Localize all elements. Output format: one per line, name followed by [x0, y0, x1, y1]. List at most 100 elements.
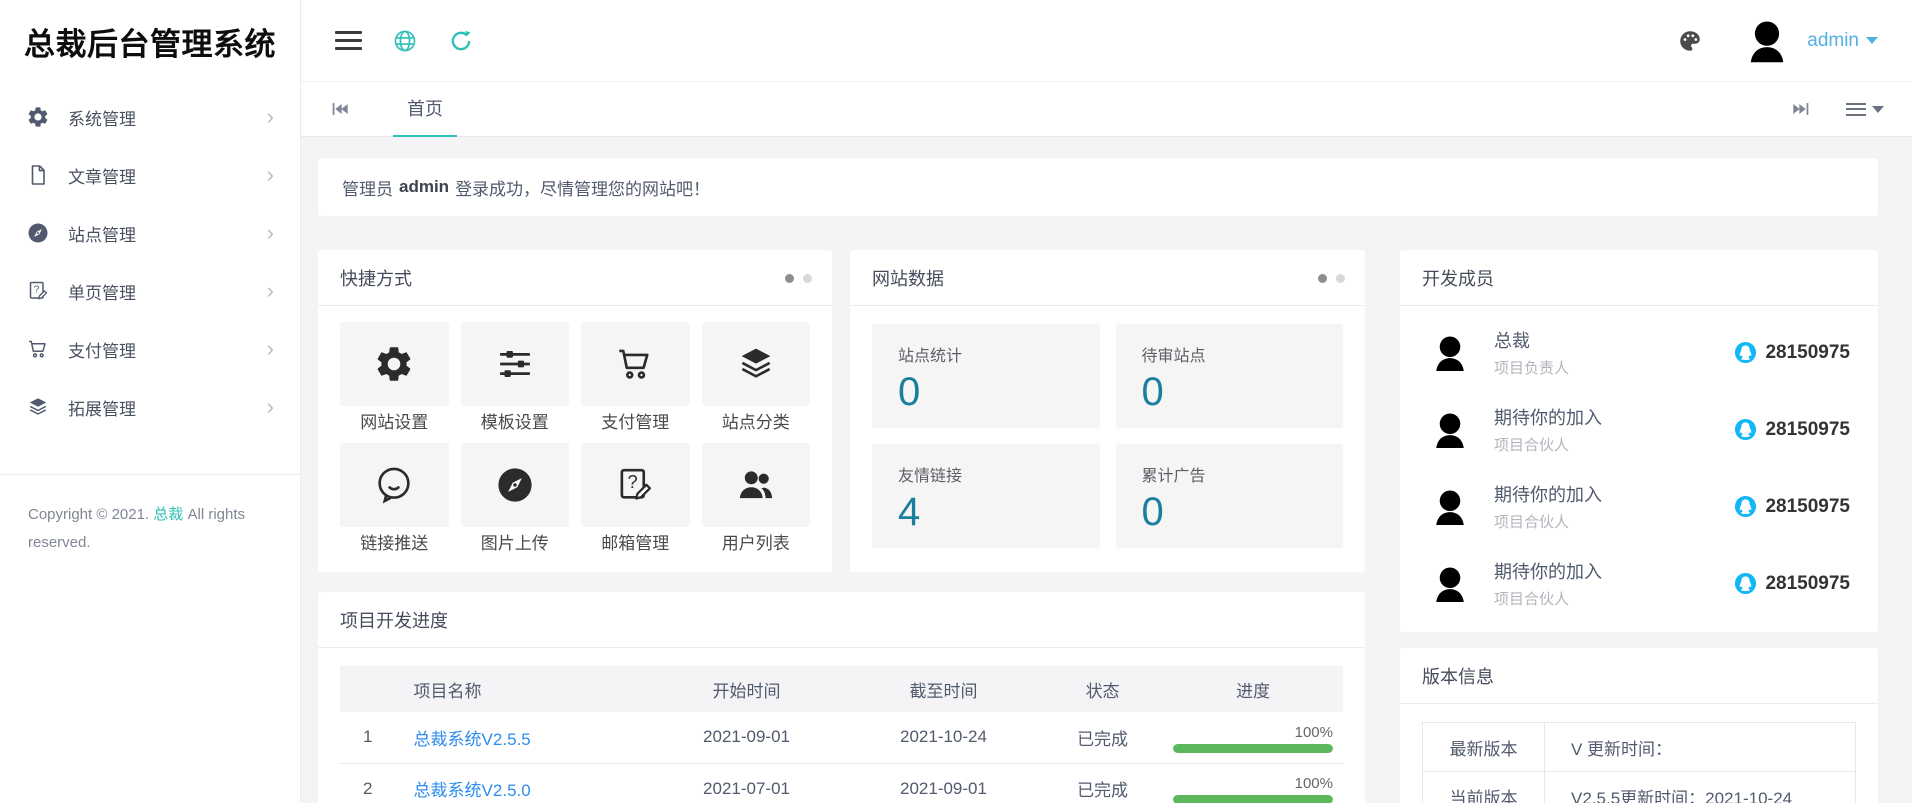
- content: 管理员 admin 登录成功，尽情管理您的网站吧！ 快捷方式: [301, 137, 1912, 803]
- users-icon: [735, 464, 777, 506]
- site-data-card: 网站数据 站点统计 0 待审站点: [850, 250, 1365, 572]
- gear-icon: [373, 343, 415, 385]
- copyright-brand-link[interactable]: 总裁: [153, 506, 184, 523]
- site-data-title: 网站数据: [872, 268, 944, 289]
- sidebar-item-label: 单页管理: [68, 283, 136, 303]
- status-badge: 已完成: [1041, 712, 1164, 764]
- table-row: 2 总裁系统V2.5.0 2021-07-01 2021-09-01 已完成 1…: [340, 763, 1343, 803]
- carousel-dot-active[interactable]: [785, 274, 794, 283]
- shortcut-template-settings[interactable]: 模板设置: [460, 322, 569, 435]
- globe-icon[interactable]: [392, 28, 418, 54]
- projects-table-header-row: 项目名称 开始时间 截至时间 状态 进度: [340, 666, 1343, 712]
- sidebar-toggle-icon[interactable]: [335, 26, 362, 56]
- qq-icon: [1734, 495, 1757, 518]
- sidebar-item-label: 文章管理: [68, 167, 136, 187]
- chat-smile-icon: [373, 464, 415, 506]
- sidebar-item-label: 站点管理: [68, 225, 136, 245]
- welcome-prefix: 管理员: [342, 179, 393, 199]
- tab-actions-dropdown[interactable]: [1846, 99, 1884, 119]
- members-header: 开发成员: [1400, 250, 1878, 306]
- qq-contact[interactable]: 28150975: [1734, 341, 1850, 364]
- shortcut-grid: 网站设置 模板设置 支付管理: [318, 306, 832, 572]
- user-dropdown[interactable]: admin: [1807, 30, 1878, 52]
- compass-icon: [26, 221, 50, 245]
- carousel-dots: [1318, 274, 1345, 283]
- sidebar-divider: [0, 474, 300, 475]
- tab-home[interactable]: 首页: [393, 82, 457, 137]
- stat-total-ads: 累计广告 0: [1115, 444, 1343, 548]
- shortcut-mail[interactable]: 邮箱管理: [581, 443, 690, 556]
- stat-site-count: 站点统计 0: [872, 324, 1100, 428]
- project-link[interactable]: 总裁系统V2.5.0: [413, 781, 531, 800]
- carousel-dot[interactable]: [803, 274, 812, 283]
- sidebar-menu: 系统管理 › 文章管理 › 站点管理 › 单页管理 › 支付管理 › 拓展管理 …: [0, 82, 300, 436]
- members-title: 开发成员: [1422, 268, 1494, 289]
- sidebar-item-singlepage[interactable]: 单页管理 ›: [0, 262, 300, 320]
- sidebar-item-label: 拓展管理: [68, 399, 136, 419]
- copyright-suffix: All rights reserved.: [28, 506, 246, 551]
- page-edit-icon: [26, 279, 50, 303]
- shortcut-user-list[interactable]: 用户列表: [701, 443, 810, 556]
- avatar: [1428, 331, 1472, 375]
- copyright-prefix: Copyright © 2021.: [28, 506, 150, 523]
- projects-title: 项目开发进度: [340, 610, 448, 631]
- sidebar-item-system[interactable]: 系统管理 ›: [0, 88, 300, 146]
- version-title: 版本信息: [1422, 666, 1494, 687]
- sidebar-item-site[interactable]: 站点管理 ›: [0, 204, 300, 262]
- caret-down-icon: [1872, 105, 1884, 113]
- sidebar-item-article[interactable]: 文章管理 ›: [0, 146, 300, 204]
- stat-pending-sites: 待审站点 0: [1115, 324, 1343, 428]
- version-header: 版本信息: [1400, 648, 1878, 704]
- scroll-tabs-left-icon[interactable]: [329, 98, 351, 120]
- project-link[interactable]: 总裁系统V2.5.5: [413, 729, 531, 749]
- sidebar-item-payment[interactable]: 支付管理 ›: [0, 320, 300, 378]
- shortcut-payment[interactable]: 支付管理: [581, 322, 690, 435]
- sidebar-item-extension[interactable]: 拓展管理 ›: [0, 378, 300, 436]
- sidebar-item-label: 系统管理: [68, 109, 136, 129]
- qq-contact[interactable]: 28150975: [1734, 572, 1850, 595]
- tabbar: 首页: [301, 82, 1912, 137]
- qq-contact[interactable]: 28150975: [1734, 495, 1850, 518]
- carousel-dot[interactable]: [1336, 274, 1345, 283]
- refresh-icon[interactable]: [448, 28, 474, 54]
- avatar: [1428, 485, 1472, 529]
- progress-bar: 100%: [1173, 720, 1333, 755]
- cart-icon: [26, 337, 50, 361]
- shortcut-site-category[interactable]: 站点分类: [701, 322, 810, 435]
- qq-icon: [1734, 341, 1757, 364]
- qq-contact[interactable]: 28150975: [1734, 418, 1850, 441]
- chevron-right-icon: ›: [266, 220, 274, 245]
- avatar: [1428, 562, 1472, 606]
- layers-icon: [26, 395, 50, 419]
- shortcut-link-push[interactable]: 链接推送: [340, 443, 449, 556]
- tab-home-label: 首页: [407, 99, 443, 119]
- theme-palette-icon[interactable]: [1677, 28, 1703, 54]
- shortcut-site-settings[interactable]: 网站设置: [340, 322, 449, 435]
- progress-bar: 100%: [1173, 771, 1333, 803]
- status-badge: 已完成: [1041, 763, 1164, 803]
- qq-icon: [1734, 418, 1757, 441]
- list-item: 期待你的加入 项目合伙人 28150975: [1428, 468, 1850, 545]
- compass-icon: [494, 464, 536, 506]
- members-card: 开发成员 总裁 项目负责人 28150975: [1400, 250, 1878, 632]
- username: admin: [1807, 29, 1859, 51]
- chevron-right-icon: ›: [266, 336, 274, 361]
- avatar[interactable]: [1741, 15, 1793, 67]
- projects-card: 项目开发进度 项目名称 开始时间 截至时间 状态: [318, 592, 1365, 803]
- cart-icon: [614, 343, 656, 385]
- shortcuts-header: 快捷方式: [318, 250, 832, 306]
- chevron-right-icon: ›: [266, 394, 274, 419]
- list-item: 总裁 项目负责人 28150975: [1428, 314, 1850, 391]
- shortcuts-card: 快捷方式 网站设置: [318, 250, 832, 572]
- site-data-header: 网站数据: [850, 250, 1365, 306]
- chevron-right-icon: ›: [266, 278, 274, 303]
- shortcut-image-upload[interactable]: 图片上传: [460, 443, 569, 556]
- version-table: 最新版本 V 更新时间： 当前版本 V2.5.5更新时间：2021-10-24: [1422, 722, 1856, 803]
- stats-grid: 站点统计 0 待审站点 0 友情链接 4: [850, 306, 1365, 566]
- table-row: 1 总裁系统V2.5.5 2021-09-01 2021-10-24 已完成 1…: [340, 712, 1343, 764]
- scroll-tabs-right-icon[interactable]: [1790, 98, 1812, 120]
- sidebar-item-label: 支付管理: [68, 341, 136, 361]
- carousel-dot-active[interactable]: [1318, 274, 1327, 283]
- topbar: admin: [301, 0, 1912, 82]
- caret-down-icon: [1866, 37, 1878, 44]
